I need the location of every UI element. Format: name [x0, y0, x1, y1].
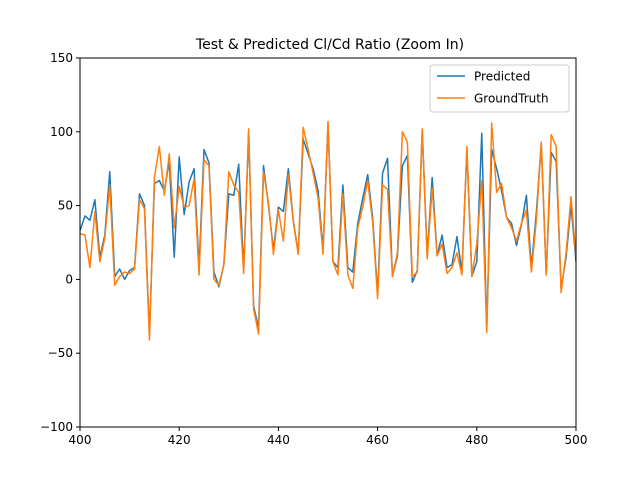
series-line-predicted — [80, 123, 576, 337]
y-axis: −100 −50 0 50 100 150 — [40, 51, 80, 434]
series-line-groundtruth — [80, 120, 576, 341]
x-axis: 400 420 440 460 480 500 — [69, 427, 588, 447]
x-tick-label: 480 — [465, 433, 488, 447]
x-tick-label: 500 — [565, 433, 588, 447]
legend-label-predicted: Predicted — [474, 70, 530, 84]
x-tick-label: 440 — [267, 433, 290, 447]
y-tick-label: 100 — [50, 125, 73, 139]
legend: Predicted GroundTruth — [429, 64, 570, 113]
legend-label-groundtruth: GroundTruth — [474, 92, 549, 106]
plot-frame — [79, 57, 577, 428]
series-layer — [80, 120, 576, 341]
y-tick-label: 150 — [50, 51, 73, 65]
x-tick-label: 460 — [366, 433, 389, 447]
chart-title: Test & Predicted Cl/Cd Ratio (Zoom In) — [195, 37, 464, 53]
x-tick-label: 420 — [168, 433, 191, 447]
x-tick-label: 400 — [69, 433, 92, 447]
y-tick-label: −50 — [48, 346, 73, 360]
y-tick-label: 0 — [65, 272, 73, 286]
y-tick-label: 50 — [58, 199, 73, 213]
y-tick-label: −100 — [40, 420, 73, 434]
